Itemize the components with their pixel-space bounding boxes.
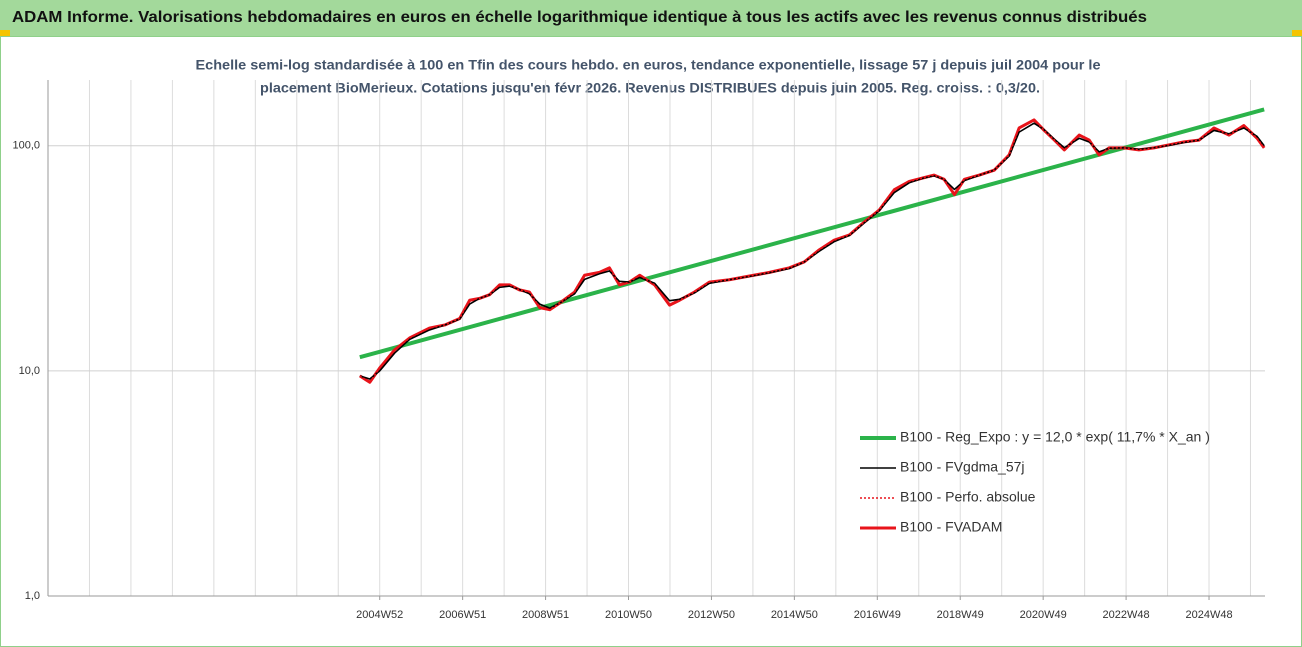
legend-label: B100 - FVgdma_57j (900, 459, 1025, 475)
x-tick-label: 2010W50 (605, 609, 652, 621)
x-tick-label: 2022W48 (1103, 609, 1150, 621)
legend-label: B100 - Reg_Expo : y = 12,0 * exp( 11,7% … (900, 429, 1210, 445)
x-tick-label: 2020W49 (1020, 609, 1067, 621)
x-tick-label: 2008W51 (522, 609, 569, 621)
x-tick-label: 2016W49 (854, 609, 901, 621)
x-tick-label: 2014W50 (771, 609, 818, 621)
legend-label: B100 - FVADAM (900, 519, 1002, 535)
corner-mark (0, 30, 10, 36)
x-tick-label: 2012W50 (688, 609, 735, 621)
x-tick-label: 2024W48 (1185, 609, 1232, 621)
series-line (359, 118, 1266, 384)
frame (0, 36, 1302, 647)
corner-mark (1292, 30, 1302, 36)
chart-title: ADAM Informe. Valorisations hebdomadaire… (12, 9, 1147, 26)
series-line (359, 107, 1265, 360)
y-tick-label: 10,0 (19, 365, 40, 377)
y-tick-label: 1,0 (25, 590, 40, 602)
y-tick-label: 100,0 (12, 140, 40, 152)
legend-label: B100 - Perfo. absolue (900, 489, 1036, 505)
x-tick-label: 2006W51 (439, 609, 486, 621)
x-tick-label: 2004W52 (356, 609, 403, 621)
series-line (359, 119, 1265, 384)
chart-subtitle: Echelle semi-log standardisée à 100 en T… (196, 57, 1101, 73)
chart-subtitle: placement BioMerieux. Cotations jusqu'en… (260, 80, 1040, 96)
x-tick-label: 2018W49 (937, 609, 984, 621)
series-line (359, 122, 1265, 380)
title-bar (0, 0, 1302, 36)
